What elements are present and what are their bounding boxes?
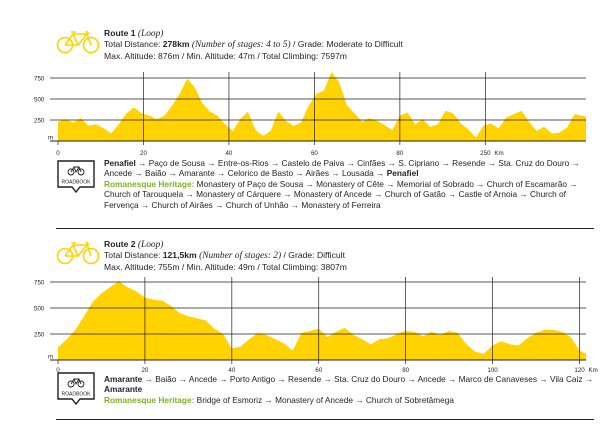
x-tick-label: 80 <box>396 150 403 157</box>
x-tick-label: 40 <box>225 150 232 157</box>
x-tick-label: 0 <box>56 150 60 157</box>
grade-value: Difficult <box>316 250 345 261</box>
roadbook-label: ROADBOOK <box>62 392 92 398</box>
x-axis-unit: Km <box>494 150 503 157</box>
x-tick-label: 80 <box>402 367 409 374</box>
grade-label: / Grade: <box>293 39 327 50</box>
x-tick-label: 120 <box>574 367 585 374</box>
x-tick-label: 20 <box>140 150 147 157</box>
route-2-header: Route 2 (Loop) Total Distance: 121,5km (… <box>104 239 347 272</box>
route-title: Route 1 <box>104 28 136 38</box>
x-tick-label: 60 <box>315 367 322 374</box>
x-tick-label: 60 <box>311 150 318 157</box>
route-title-suffix: (Loop) <box>137 29 164 39</box>
itinerary-end: Amarante <box>104 384 143 395</box>
route-title: Route 2 <box>104 239 136 249</box>
x-tick-label: 40 <box>228 367 235 374</box>
x-tick-label: 20 <box>141 367 148 374</box>
itinerary-stops: → Paço de Sousa → Entre-os-Rios → Castel… <box>104 158 580 179</box>
distance-value: 278km <box>162 39 190 50</box>
y-tick-label: 250 <box>34 332 45 339</box>
route-2-section: Route 2 (Loop) Total Distance: 121,5km (… <box>0 230 603 420</box>
y-tick-label: 500 <box>34 97 45 104</box>
y-tick-label: 250 <box>34 118 45 125</box>
altitude-stats: Max. Altitude: 876m / Min. Altitude: 47m… <box>104 50 347 61</box>
section-divider <box>56 228 594 229</box>
route-2-itinerary: Amarante → Baião → Ancede → Porto Antigo… <box>104 374 600 405</box>
elevation-area <box>58 281 586 360</box>
route-title-suffix: (Loop) <box>137 240 164 250</box>
roadbook-icon[interactable]: ROADBOOK <box>56 371 96 405</box>
distance-label: Total Distance: <box>104 39 163 50</box>
itinerary-end: Penafiel <box>386 168 419 179</box>
stages-note: (Number of stages: 2) <box>199 251 282 262</box>
y-tick-label: 750 <box>34 76 45 83</box>
bicycle-icon <box>56 241 100 265</box>
stages-note: (Number of stages: 4 to 5) <box>191 40 291 51</box>
elevation-chart-route-2: 750 500 250 m0 20 40 60 80 100 120 Km <box>34 277 598 374</box>
heritage-label: Romanesque Heritage: <box>104 178 195 189</box>
heritage-label: Romanesque Heritage: <box>104 394 195 405</box>
route-1-section: Route 1 (Loop) Total Distance: 278km (Nu… <box>34 28 600 210</box>
x-tick-label: 0 <box>56 367 60 374</box>
grade-label: / Grade: <box>283 250 317 261</box>
heritage-list: Bridge of Esmoriz → Monastery of Ancede … <box>194 394 455 405</box>
heritage-list: Monastery of Paço de Sousa → Monastery o… <box>104 178 578 210</box>
x-axis-unit: Km <box>588 367 597 374</box>
bicycle-icon <box>56 30 100 54</box>
elevation-area <box>58 72 586 141</box>
route-1-itinerary: Penafiel → Paço de Sousa → Entre-os-Rios… <box>104 158 600 210</box>
y-tick-label: 500 <box>34 306 45 313</box>
roadbook-icon[interactable]: ROADBOOK <box>56 159 96 193</box>
section-divider <box>56 419 594 420</box>
distance-label: Total Distance: <box>104 250 163 261</box>
y-axis-unit: m <box>48 135 53 142</box>
itinerary-start: Amarante <box>104 374 143 384</box>
itinerary-start: Penafiel <box>104 158 136 168</box>
grade-value: Moderate to Difficult <box>326 39 403 50</box>
distance-value: 121,5km <box>162 250 197 261</box>
y-tick-label: 750 <box>34 280 45 287</box>
x-tick-label: 100 <box>487 367 498 374</box>
x-tick-label: 250 <box>480 150 491 157</box>
altitude-stats: Max. Altitude: 755m / Min. Altitude: 49m… <box>104 261 347 272</box>
roadbook-label: ROADBOOK <box>62 180 92 186</box>
y-axis-unit: m <box>48 354 53 361</box>
itinerary-stops: → Baião → Ancede → Porto Antigo → Resend… <box>142 374 594 384</box>
route-1-header: Route 1 (Loop) Total Distance: 278km (Nu… <box>104 28 403 61</box>
